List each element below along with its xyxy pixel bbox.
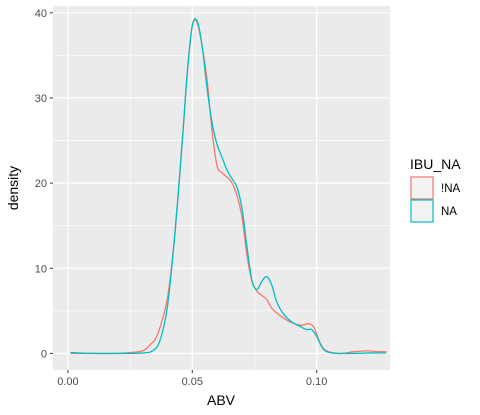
- y-tick-label: 10: [35, 263, 47, 275]
- legend: IBU_NA !NA NA: [410, 156, 461, 223]
- legend-key: [410, 199, 434, 223]
- x-axis: 0.00 0.05 0.10: [57, 370, 327, 388]
- y-tick-label: 0: [41, 348, 47, 360]
- plot-panel: [53, 6, 390, 370]
- density-line-na: [70, 18, 387, 355]
- legend-title: IBU_NA: [410, 156, 461, 172]
- x-tick-label: 0.05: [182, 376, 203, 388]
- legend-key: [410, 176, 434, 200]
- y-axis: 0 10 20 30 40: [35, 8, 53, 360]
- series-layer: [70, 18, 387, 355]
- y-tick-label: 30: [35, 93, 47, 105]
- x-tick-label: 0.10: [306, 376, 327, 388]
- legend-label: !NA: [441, 183, 461, 195]
- y-axis-title: density: [5, 166, 21, 210]
- y-tick-label: 40: [35, 8, 47, 20]
- y-tick-label: 20: [35, 178, 47, 190]
- legend-label: NA: [441, 206, 457, 218]
- x-tick-label: 0.00: [57, 376, 78, 388]
- minor-grid: [53, 6, 390, 370]
- x-axis-title: ABV: [207, 392, 236, 408]
